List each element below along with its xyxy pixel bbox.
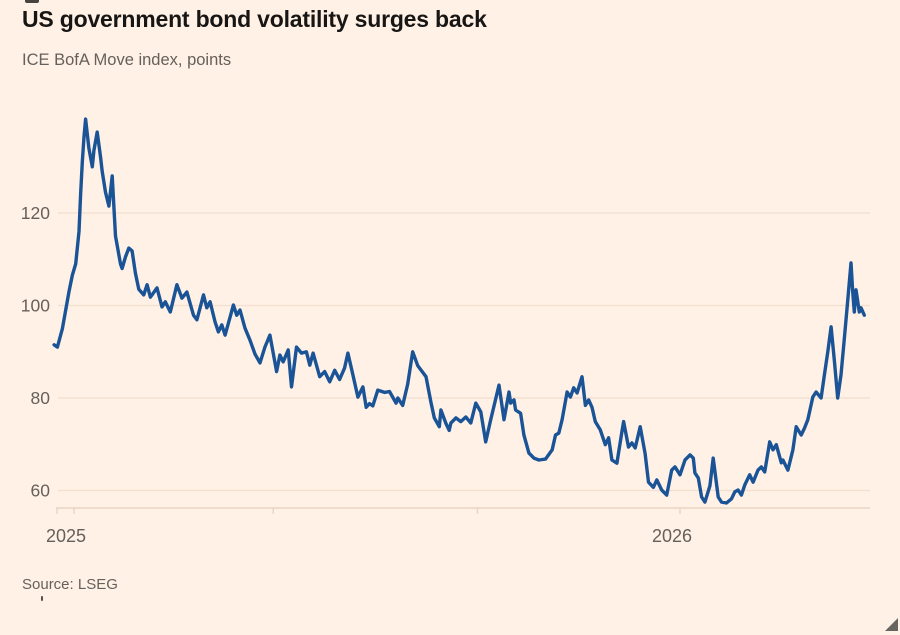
series-line [52,117,866,505]
resize-handle-icon[interactable] [885,618,898,631]
y-tick-label: 60 [31,481,51,501]
chart-title: US government bond volatility surges bac… [22,6,487,32]
x-tick-label: 2025 [46,526,86,546]
x-tick-label: 2026 [652,526,692,546]
screenshot-artifact [25,0,39,3]
stray-mark [41,596,43,601]
y-tick-label: 120 [21,203,50,223]
chart-subtitle: ICE BofA Move index, points [22,51,232,69]
y-tick-label: 80 [31,388,51,408]
source-label: Source: LSEG [22,576,118,593]
y-tick-label: 100 [21,296,50,316]
